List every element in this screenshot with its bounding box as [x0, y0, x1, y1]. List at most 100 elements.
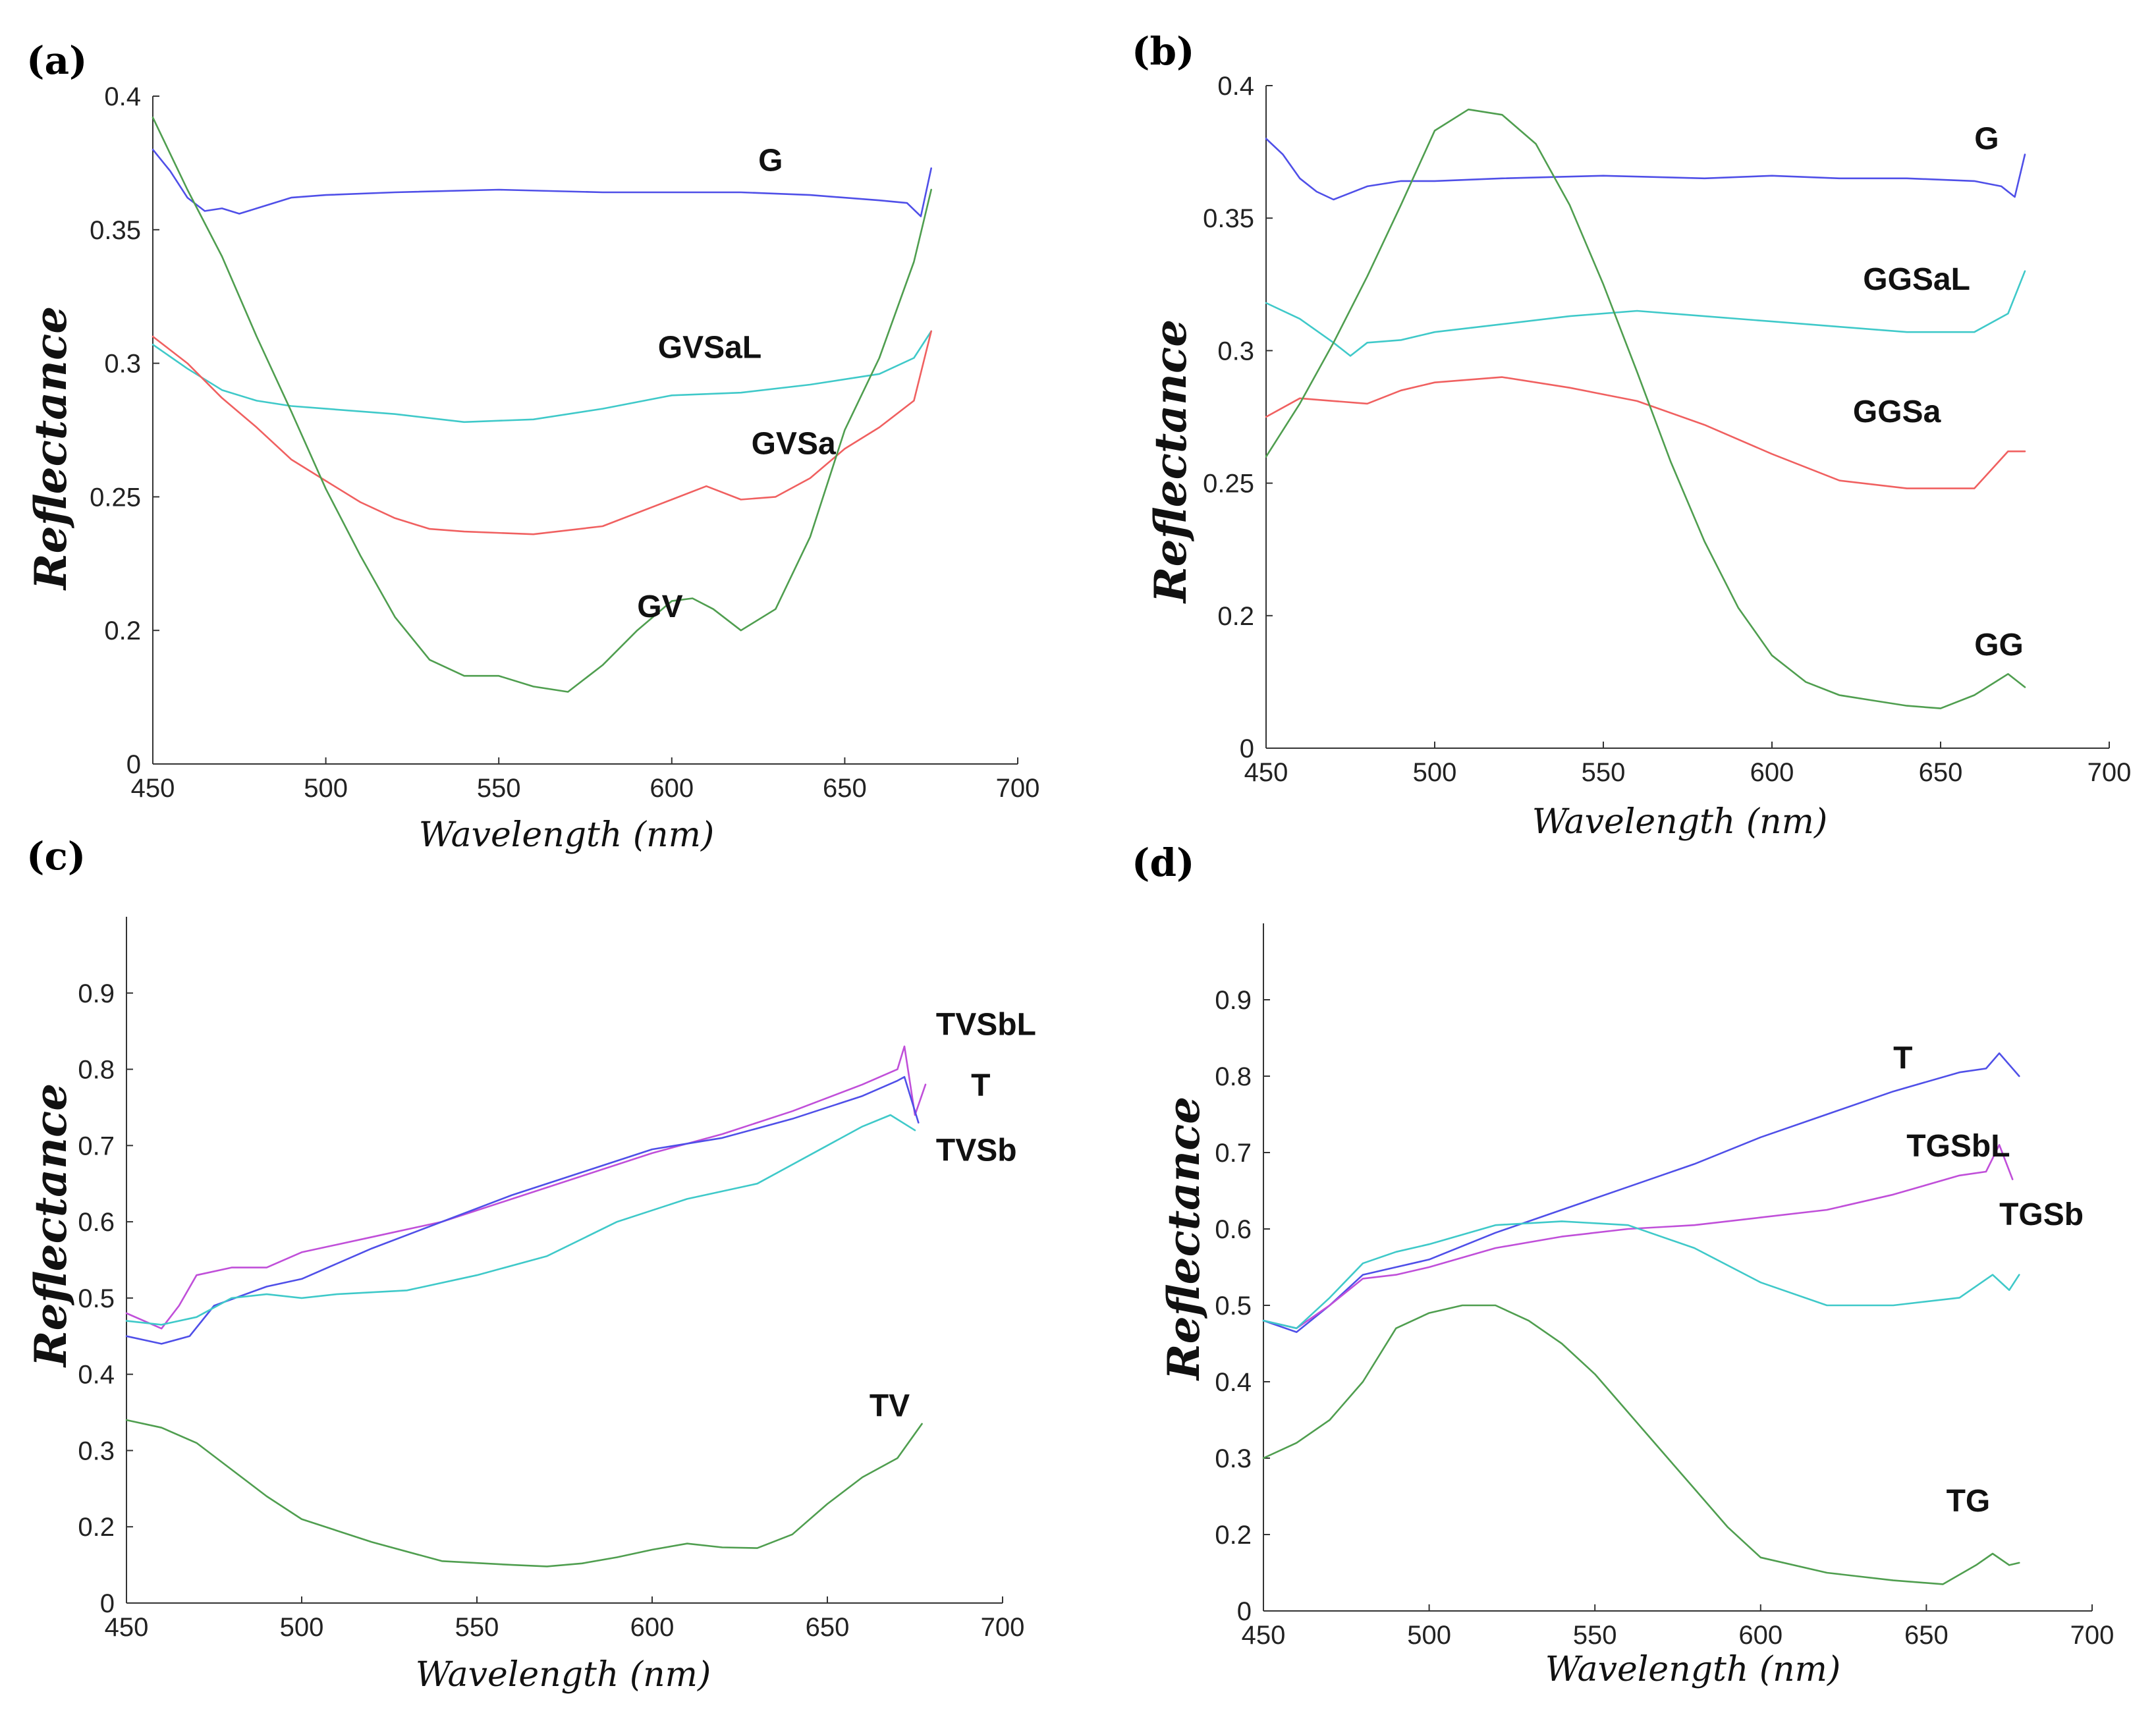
series-label-T: T	[1893, 1041, 1912, 1075]
panel-a: (a) 450 500 550 600 650 700 0 0.2 0.25 0.3 0.35 0.4 W…	[25, 38, 1039, 855]
y-tick-label: 0.35	[90, 216, 141, 245]
y-tick-label: 0.2	[78, 1513, 115, 1542]
x-tick-label: 700	[996, 774, 1040, 803]
series-line-GG	[1265, 108, 2026, 709]
x-tick-label: 450	[1244, 758, 1288, 787]
series-line-G	[152, 148, 932, 217]
series-label-TVSbL: TVSbL	[936, 1007, 1036, 1042]
series-label-GVSaL: GVSaL	[658, 330, 761, 365]
series-line-GGSa	[1265, 376, 2026, 489]
x-tick-label: 700	[981, 1613, 1025, 1642]
y-tick-label: 0	[1237, 1597, 1252, 1626]
y-tick-label: 0.6	[1215, 1215, 1252, 1244]
x-tick-label: 650	[1904, 1621, 1949, 1650]
series-label-TGSbL: TGSbL	[1906, 1129, 2010, 1164]
x-axis-title: Wavelength (nm)	[1532, 802, 1828, 842]
series-line-TGSb	[1262, 1220, 2020, 1330]
y-tick-label: 0.4	[104, 82, 141, 111]
y-tick-label: 0.25	[90, 483, 141, 512]
series-line-T	[125, 1075, 920, 1345]
y-tick-label: 0.4	[1217, 72, 1254, 101]
x-tick-label: 600	[630, 1613, 675, 1642]
y-tick-label: 0.8	[78, 1056, 115, 1085]
x-tick-label: 500	[304, 774, 348, 803]
series-line-GGSaL	[1265, 270, 2026, 357]
y-tick-label: 0	[126, 750, 141, 779]
panel-label: (d)	[1132, 840, 1194, 885]
series-label-TV: TV	[870, 1388, 910, 1423]
x-tick-label: 700	[2087, 758, 2132, 787]
y-tick-label: 0.7	[78, 1131, 115, 1160]
series-label-G: G	[1974, 122, 1999, 157]
series-label-TVSb: TVSb	[936, 1133, 1017, 1168]
y-tick-label: 0.9	[78, 979, 115, 1008]
y-axis-title: Reflectance	[25, 1083, 76, 1368]
y-tick-label: 0.25	[1203, 470, 1254, 499]
x-tick-label: 550	[1573, 1621, 1617, 1650]
y-tick-label: 0.3	[1217, 337, 1254, 366]
y-tick-label: 0	[100, 1589, 115, 1618]
x-tick-label: 650	[823, 774, 867, 803]
y-tick-label: 0.4	[1215, 1368, 1252, 1397]
x-tick-label: 650	[806, 1613, 850, 1642]
series-line-TGSbL	[1262, 1144, 2014, 1330]
panel-b: (b) 450 500 550 600 650 700 0 0.2 0.25 0.3 0.35 0.4 W…	[1132, 29, 2131, 842]
x-tick-label: 650	[1919, 758, 1963, 787]
x-tick-label: 600	[650, 774, 694, 803]
x-tick-label: 500	[1413, 758, 1457, 787]
series-label-TGSb: TGSb	[1999, 1197, 2084, 1232]
series-line-GVSa	[152, 330, 932, 535]
y-tick-label: 0.4	[78, 1361, 115, 1390]
x-tick-label: 550	[1582, 758, 1626, 787]
y-tick-label: 0.2	[1217, 602, 1254, 631]
panel-c: (c) 450 500 550 600 650 700 0 0.2 0.3 0.4 0.5 0.6 0.7…	[25, 834, 1036, 1695]
y-tick-label: 0.35	[1203, 204, 1254, 233]
series-line-TG	[1262, 1304, 2020, 1585]
series-label-T: T	[971, 1068, 990, 1103]
y-tick-label: 0.3	[104, 350, 141, 379]
series-line-TVSb	[125, 1114, 916, 1326]
panel-label: (c)	[26, 834, 86, 879]
y-tick-label: 0.2	[1215, 1521, 1252, 1550]
panel-d: (d) 450 500 550 600 650 700 0 0.2 0.3 0.4 0.5 0.6 0.7…	[1132, 840, 2114, 1689]
series-label-GV: GV	[637, 589, 682, 624]
series-label-GGSa: GGSa	[1853, 395, 1941, 429]
y-tick-label: 0.5	[78, 1284, 115, 1313]
series-line-TV	[125, 1419, 923, 1567]
series-line-GV	[152, 117, 932, 693]
x-tick-label: 600	[1738, 1621, 1783, 1650]
y-axis-title: Reflectance	[1145, 319, 1196, 604]
y-tick-label: 0.9	[1215, 986, 1252, 1015]
x-axis-title: Wavelength (nm)	[1545, 1650, 1841, 1689]
y-tick-label: 0.5	[1215, 1292, 1252, 1320]
y-tick-label: 0.6	[78, 1208, 115, 1237]
y-tick-label: 0	[1240, 734, 1254, 763]
y-axis-title: Reflectance	[25, 306, 76, 591]
x-tick-label: 450	[1242, 1621, 1286, 1650]
panel-label: (b)	[1132, 29, 1194, 74]
series-line-GVSaL	[152, 330, 932, 423]
y-tick-label: 0.2	[104, 616, 141, 645]
x-tick-label: 600	[1750, 758, 1794, 787]
x-tick-label: 450	[131, 774, 175, 803]
y-tick-label: 0.8	[1215, 1062, 1252, 1091]
x-tick-label: 550	[455, 1613, 499, 1642]
series-label-GGSaL: GGSaL	[1863, 262, 1970, 297]
series-line-T	[1262, 1052, 2020, 1333]
series-label-G: G	[758, 144, 783, 178]
x-tick-label: 700	[2070, 1621, 2115, 1650]
x-tick-label: 500	[280, 1613, 324, 1642]
series-line-G	[1265, 138, 2026, 201]
series-label-GVSa: GVSa	[752, 427, 836, 462]
x-tick-label: 450	[105, 1613, 149, 1642]
series-line-TVSbL	[125, 1045, 927, 1330]
y-tick-label: 0.3	[1215, 1444, 1252, 1473]
x-tick-label: 550	[477, 774, 521, 803]
x-axis-title: Wavelength (nm)	[416, 1655, 711, 1695]
y-tick-label: 0.3	[78, 1436, 115, 1465]
series-label-GG: GG	[1974, 628, 2024, 663]
x-axis-title: Wavelength (nm)	[419, 815, 715, 855]
y-tick-label: 0.7	[1215, 1139, 1252, 1168]
x-tick-label: 500	[1407, 1621, 1451, 1650]
